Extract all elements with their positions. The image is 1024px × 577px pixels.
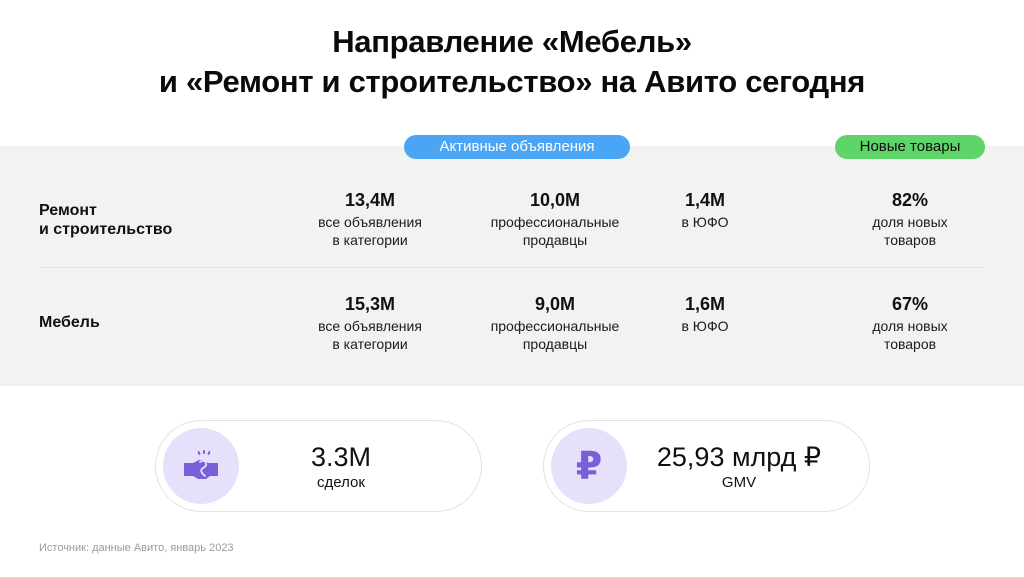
metric-value: 9,0M (534, 294, 576, 314)
gmv-label: GMV (721, 474, 757, 491)
handshake-icon-badge (163, 428, 239, 504)
metric-desc-line: в ЮФО (681, 214, 729, 230)
repair-pro-sellers: 10,0M профессиональные продавцы (465, 189, 645, 249)
deals-value: 3.3M (310, 442, 372, 472)
gmv-stat-text: 25,93 млрд ₽ GMV (639, 441, 839, 493)
row-label-line-1: Ремонт (39, 202, 97, 219)
active-listings-header-badge: Активные объявления (404, 135, 630, 159)
metric-desc: все объявления в категории (290, 213, 450, 249)
source-note: Источник: данные Авито, январь 2023 (39, 542, 234, 554)
metric-desc-line: все объявления (318, 318, 422, 334)
metric-desc-line: профессиональные (490, 318, 620, 334)
title-line-2: и «Ремонт и строительство» на Авито сего… (158, 64, 866, 99)
ruble-icon-badge: ₽ (551, 428, 627, 504)
metric-desc-line: товаров (883, 336, 937, 352)
metric-desc-line: в категории (332, 336, 408, 352)
metric-desc-line: в ЮФО (681, 318, 729, 334)
metric-desc-line: в категории (332, 232, 408, 248)
row-label-line-2: и строительство (39, 221, 173, 238)
repair-all-listings: 13,4M все объявления в категории (290, 189, 450, 249)
stats-table-panel (0, 146, 1024, 386)
row-label-repair: Ремонт и строительство (39, 201, 172, 239)
deals-label: сделок (317, 474, 365, 491)
metric-desc: профессиональные продавцы (465, 317, 645, 353)
furniture-new-share: 67% доля новых товаров (840, 293, 980, 353)
handshake-icon (184, 450, 218, 479)
repair-new-share: 82% доля новых товаров (840, 189, 980, 249)
metric-value: 15,3M (344, 294, 396, 314)
metric-desc-line: доля новых (872, 214, 948, 230)
title-line-1: Направление «Мебель» (332, 24, 692, 59)
furniture-all-listings: 15,3M все объявления в категории (290, 293, 450, 353)
metric-desc: профессиональные продавцы (465, 213, 645, 249)
row-label-line-1: Мебель (39, 314, 100, 331)
metric-desc-line: доля новых (872, 318, 948, 334)
metric-value: 13,4M (344, 190, 396, 210)
metric-value: 10,0M (529, 190, 581, 210)
row-divider (40, 267, 984, 268)
metric-value: 82% (891, 190, 929, 210)
metric-value: 1,4M (684, 190, 726, 210)
metric-desc: в ЮФО (665, 317, 745, 335)
furniture-ufo: 1,6M в ЮФО (665, 293, 745, 335)
metric-desc-line: профессиональные (490, 214, 620, 230)
repair-ufo: 1,4M в ЮФО (665, 189, 745, 231)
gmv-stat-card: ₽ 25,93 млрд ₽ GMV (543, 420, 870, 512)
metric-desc-line: продавцы (522, 232, 588, 248)
metric-value: 67% (891, 294, 929, 314)
ruble-icon: ₽ (575, 444, 603, 488)
metric-value: 1,6M (684, 294, 726, 314)
metric-desc-line: товаров (883, 232, 937, 248)
metric-desc: доля новых товаров (840, 213, 980, 249)
deals-stat-card: 3.3M сделок (155, 420, 482, 512)
metric-desc-line: все объявления (318, 214, 422, 230)
gmv-value: 25,93 млрд ₽ (656, 442, 822, 472)
metric-desc: в ЮФО (665, 213, 745, 231)
row-label-furniture: Мебель (39, 313, 100, 332)
metric-desc: все объявления в категории (290, 317, 450, 353)
deals-stat-text: 3.3M сделок (266, 441, 416, 493)
metric-desc: доля новых товаров (840, 317, 980, 353)
furniture-pro-sellers: 9,0M профессиональные продавцы (465, 293, 645, 353)
new-goods-header-badge: Новые товары (835, 135, 985, 159)
page-title: Направление «Мебель» и «Ремонт и строите… (0, 22, 1024, 102)
metric-desc-line: продавцы (522, 336, 588, 352)
